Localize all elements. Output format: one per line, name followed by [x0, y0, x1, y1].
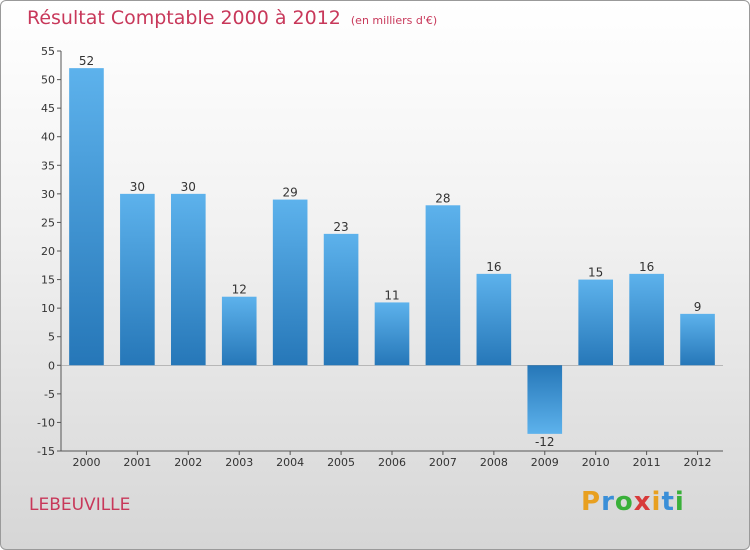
y-tick-label: 45 [41, 102, 55, 115]
value-label-2004: 29 [283, 186, 298, 200]
bar-2009 [527, 365, 563, 434]
y-tick-label: 0 [48, 359, 55, 372]
chart-bars [69, 68, 715, 434]
bar-2000 [69, 68, 104, 366]
proxiti-logo: Proxiti [581, 487, 685, 517]
value-label-2006: 11 [384, 288, 399, 302]
logo-letter: r [601, 487, 615, 517]
y-tick-label: 20 [41, 245, 55, 258]
logo-letter: x [633, 487, 652, 517]
x-tick-label-2002: 2002 [174, 456, 202, 469]
bar-2001 [120, 193, 155, 366]
x-tick-label-2001: 2001 [123, 456, 151, 469]
y-tick-label: 10 [41, 302, 55, 315]
logo-letter: i [674, 487, 685, 517]
y-tick-label: 25 [41, 216, 55, 229]
value-label-2001: 30 [130, 180, 145, 194]
bar-2002 [170, 193, 206, 366]
value-label-2003: 12 [232, 283, 247, 297]
x-tick-label-2005: 2005 [327, 456, 355, 469]
logo-letter: P [581, 487, 602, 517]
value-label-2007: 28 [435, 191, 450, 205]
bar-2003 [221, 296, 257, 366]
x-tick-label-2008: 2008 [480, 456, 508, 469]
x-tick-label-2011: 2011 [633, 456, 661, 469]
y-tick-label: 5 [48, 331, 55, 344]
bar-2008 [476, 273, 512, 366]
chart-axes: -15 -10 -5 0 5 10 15 20 25 30 35 40 45 50 55 2000 2001 20… [37, 45, 723, 469]
value-label-2011: 16 [639, 260, 654, 274]
chart-subtitle: (en milliers d'€) [350, 14, 438, 27]
y-tick-label: -15 [37, 445, 55, 458]
x-tick-label-2000: 2000 [72, 456, 100, 469]
chart-title: Résultat Comptable 2000 à 2012 (en millie… [27, 7, 437, 29]
y-tick-label: -10 [37, 416, 55, 429]
y-tick-label: 50 [41, 74, 55, 87]
value-label-2010: 15 [588, 266, 603, 280]
x-tick-label-2009: 2009 [531, 456, 559, 469]
y-tick-label: -5 [44, 388, 55, 401]
bar-2007 [425, 205, 461, 366]
value-label-2009: -12 [535, 435, 555, 449]
value-label-2002: 30 [181, 180, 196, 194]
commune-name: LEBEUVILLE [29, 495, 131, 515]
logo-letter: t [661, 487, 675, 517]
y-tick-label: 30 [41, 188, 55, 201]
value-label-2000: 52 [79, 54, 94, 68]
chart-labels: 52 30 30 12 29 23 11 28 16 -12 15 16 9 [79, 54, 702, 449]
logo-letter: o [614, 487, 634, 517]
bar-2004 [272, 199, 308, 366]
y-tick-label: 55 [41, 45, 55, 58]
y-tick-label: 15 [41, 274, 55, 287]
x-tick-label-2007: 2007 [429, 456, 457, 469]
value-label-2005: 23 [333, 220, 348, 234]
x-tick-label-2004: 2004 [276, 456, 304, 469]
bar-2011 [629, 273, 664, 366]
x-tick-label-2003: 2003 [225, 456, 253, 469]
y-tick-label: 35 [41, 159, 55, 172]
x-tick-label-2010: 2010 [582, 456, 610, 469]
bar-2010 [578, 279, 614, 366]
bar-2005 [323, 233, 359, 366]
bar-2012 [680, 313, 715, 366]
chart-title-text: Résultat Comptable 2000 à 2012 [27, 7, 341, 29]
value-label-2008: 16 [486, 260, 501, 274]
y-tick-label: 40 [41, 131, 55, 144]
bar-2006 [374, 302, 410, 366]
x-tick-label-2006: 2006 [378, 456, 406, 469]
logo-letter: i [651, 487, 662, 517]
value-label-2012: 9 [694, 300, 702, 314]
x-tick-label-2012: 2012 [684, 456, 712, 469]
